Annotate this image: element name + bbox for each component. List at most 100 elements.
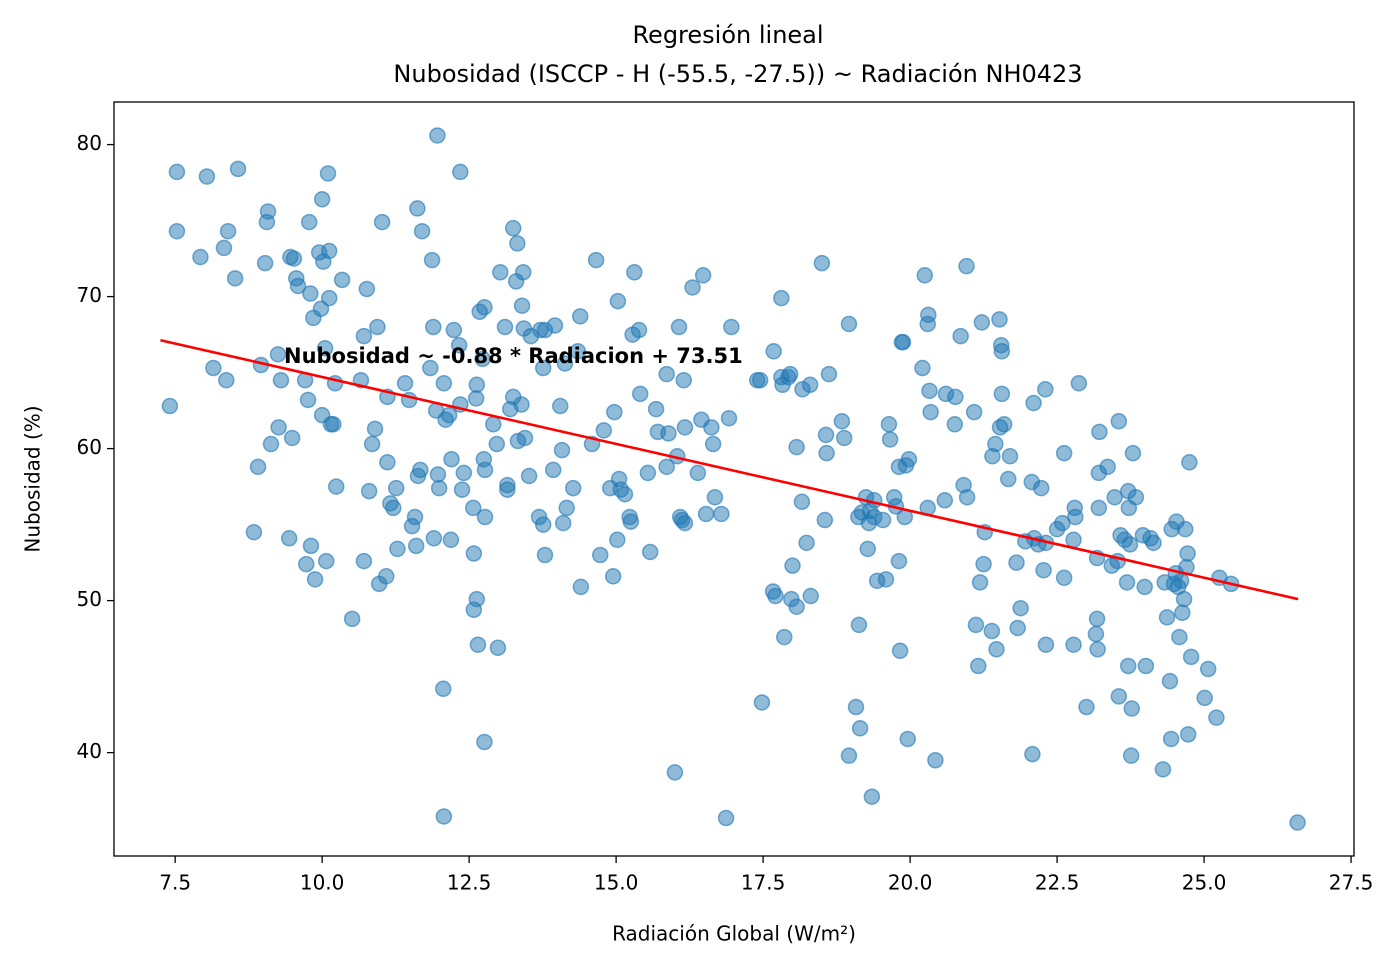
point — [504, 219, 522, 237]
point — [161, 397, 179, 415]
point — [704, 435, 722, 453]
point — [753, 694, 771, 711]
point — [269, 346, 287, 363]
point — [499, 476, 516, 494]
point — [429, 466, 447, 483]
point — [423, 251, 441, 269]
x-tick-label: 15.0 — [594, 871, 639, 895]
point — [363, 435, 381, 453]
x-tick-label: 12.5 — [447, 871, 492, 895]
point — [484, 416, 502, 433]
point — [1127, 488, 1145, 506]
point — [513, 396, 530, 413]
point — [369, 318, 386, 336]
point — [1106, 488, 1123, 506]
point — [751, 371, 769, 389]
point — [465, 545, 483, 562]
point — [355, 327, 373, 345]
point — [302, 285, 319, 302]
point — [300, 213, 318, 231]
point — [435, 680, 452, 698]
point — [890, 552, 908, 570]
point — [544, 461, 562, 479]
point — [377, 568, 395, 585]
point — [720, 409, 738, 427]
plot-frame — [113, 101, 1355, 857]
point — [476, 298, 493, 316]
point — [773, 289, 790, 307]
point — [219, 222, 237, 240]
point — [970, 657, 987, 675]
x-tick-label: 17.5 — [741, 871, 786, 895]
point — [840, 315, 858, 333]
y-tick-label: 80 — [77, 131, 102, 155]
point — [1087, 625, 1105, 643]
point — [859, 540, 877, 558]
point — [684, 279, 701, 296]
point — [389, 540, 406, 558]
y-axis-label: Nubosidad (%) — [21, 405, 45, 552]
point — [476, 461, 494, 479]
point — [396, 374, 414, 392]
point — [569, 343, 587, 360]
point — [591, 546, 609, 564]
point — [788, 438, 805, 456]
point — [467, 390, 485, 407]
point — [847, 698, 865, 716]
point — [1136, 578, 1153, 596]
point — [327, 478, 345, 495]
point — [1124, 444, 1142, 462]
point — [835, 429, 853, 447]
point — [1088, 610, 1106, 628]
point — [891, 642, 909, 660]
point — [1037, 381, 1054, 398]
point — [973, 314, 991, 331]
point — [1161, 672, 1179, 690]
point — [1154, 761, 1172, 778]
point — [1025, 394, 1042, 412]
point — [880, 416, 898, 433]
point — [1177, 520, 1194, 538]
point — [422, 359, 439, 377]
point — [492, 264, 509, 281]
point — [965, 403, 983, 421]
point — [1070, 374, 1088, 392]
point — [630, 321, 648, 339]
point — [298, 555, 315, 573]
point — [558, 499, 575, 517]
point — [534, 359, 552, 377]
point — [820, 365, 838, 383]
point — [1055, 444, 1073, 462]
point — [1179, 545, 1196, 562]
point — [660, 425, 677, 442]
point — [1174, 604, 1191, 622]
point — [571, 308, 589, 325]
point — [916, 267, 934, 284]
point — [453, 481, 471, 498]
point — [1179, 726, 1197, 743]
point — [1118, 574, 1136, 591]
point — [440, 406, 458, 424]
y-tick-label: 70 — [77, 283, 102, 307]
annotation: Nubosidad ~ -0.88 * Radiacion + 73.51 — [284, 344, 743, 368]
point — [442, 531, 460, 549]
point — [967, 616, 985, 634]
point — [259, 203, 277, 220]
point — [556, 355, 574, 372]
point — [922, 403, 939, 421]
point — [385, 499, 402, 517]
point — [802, 587, 819, 605]
point — [776, 628, 793, 646]
point — [983, 622, 1001, 640]
point — [1067, 508, 1084, 526]
point — [1089, 641, 1106, 658]
point — [412, 461, 429, 479]
point — [546, 317, 564, 334]
point — [697, 505, 715, 523]
point — [520, 467, 538, 485]
point — [1012, 599, 1029, 617]
plot-area — [160, 127, 1306, 831]
point — [658, 365, 675, 383]
point — [899, 730, 916, 748]
point — [717, 809, 735, 827]
